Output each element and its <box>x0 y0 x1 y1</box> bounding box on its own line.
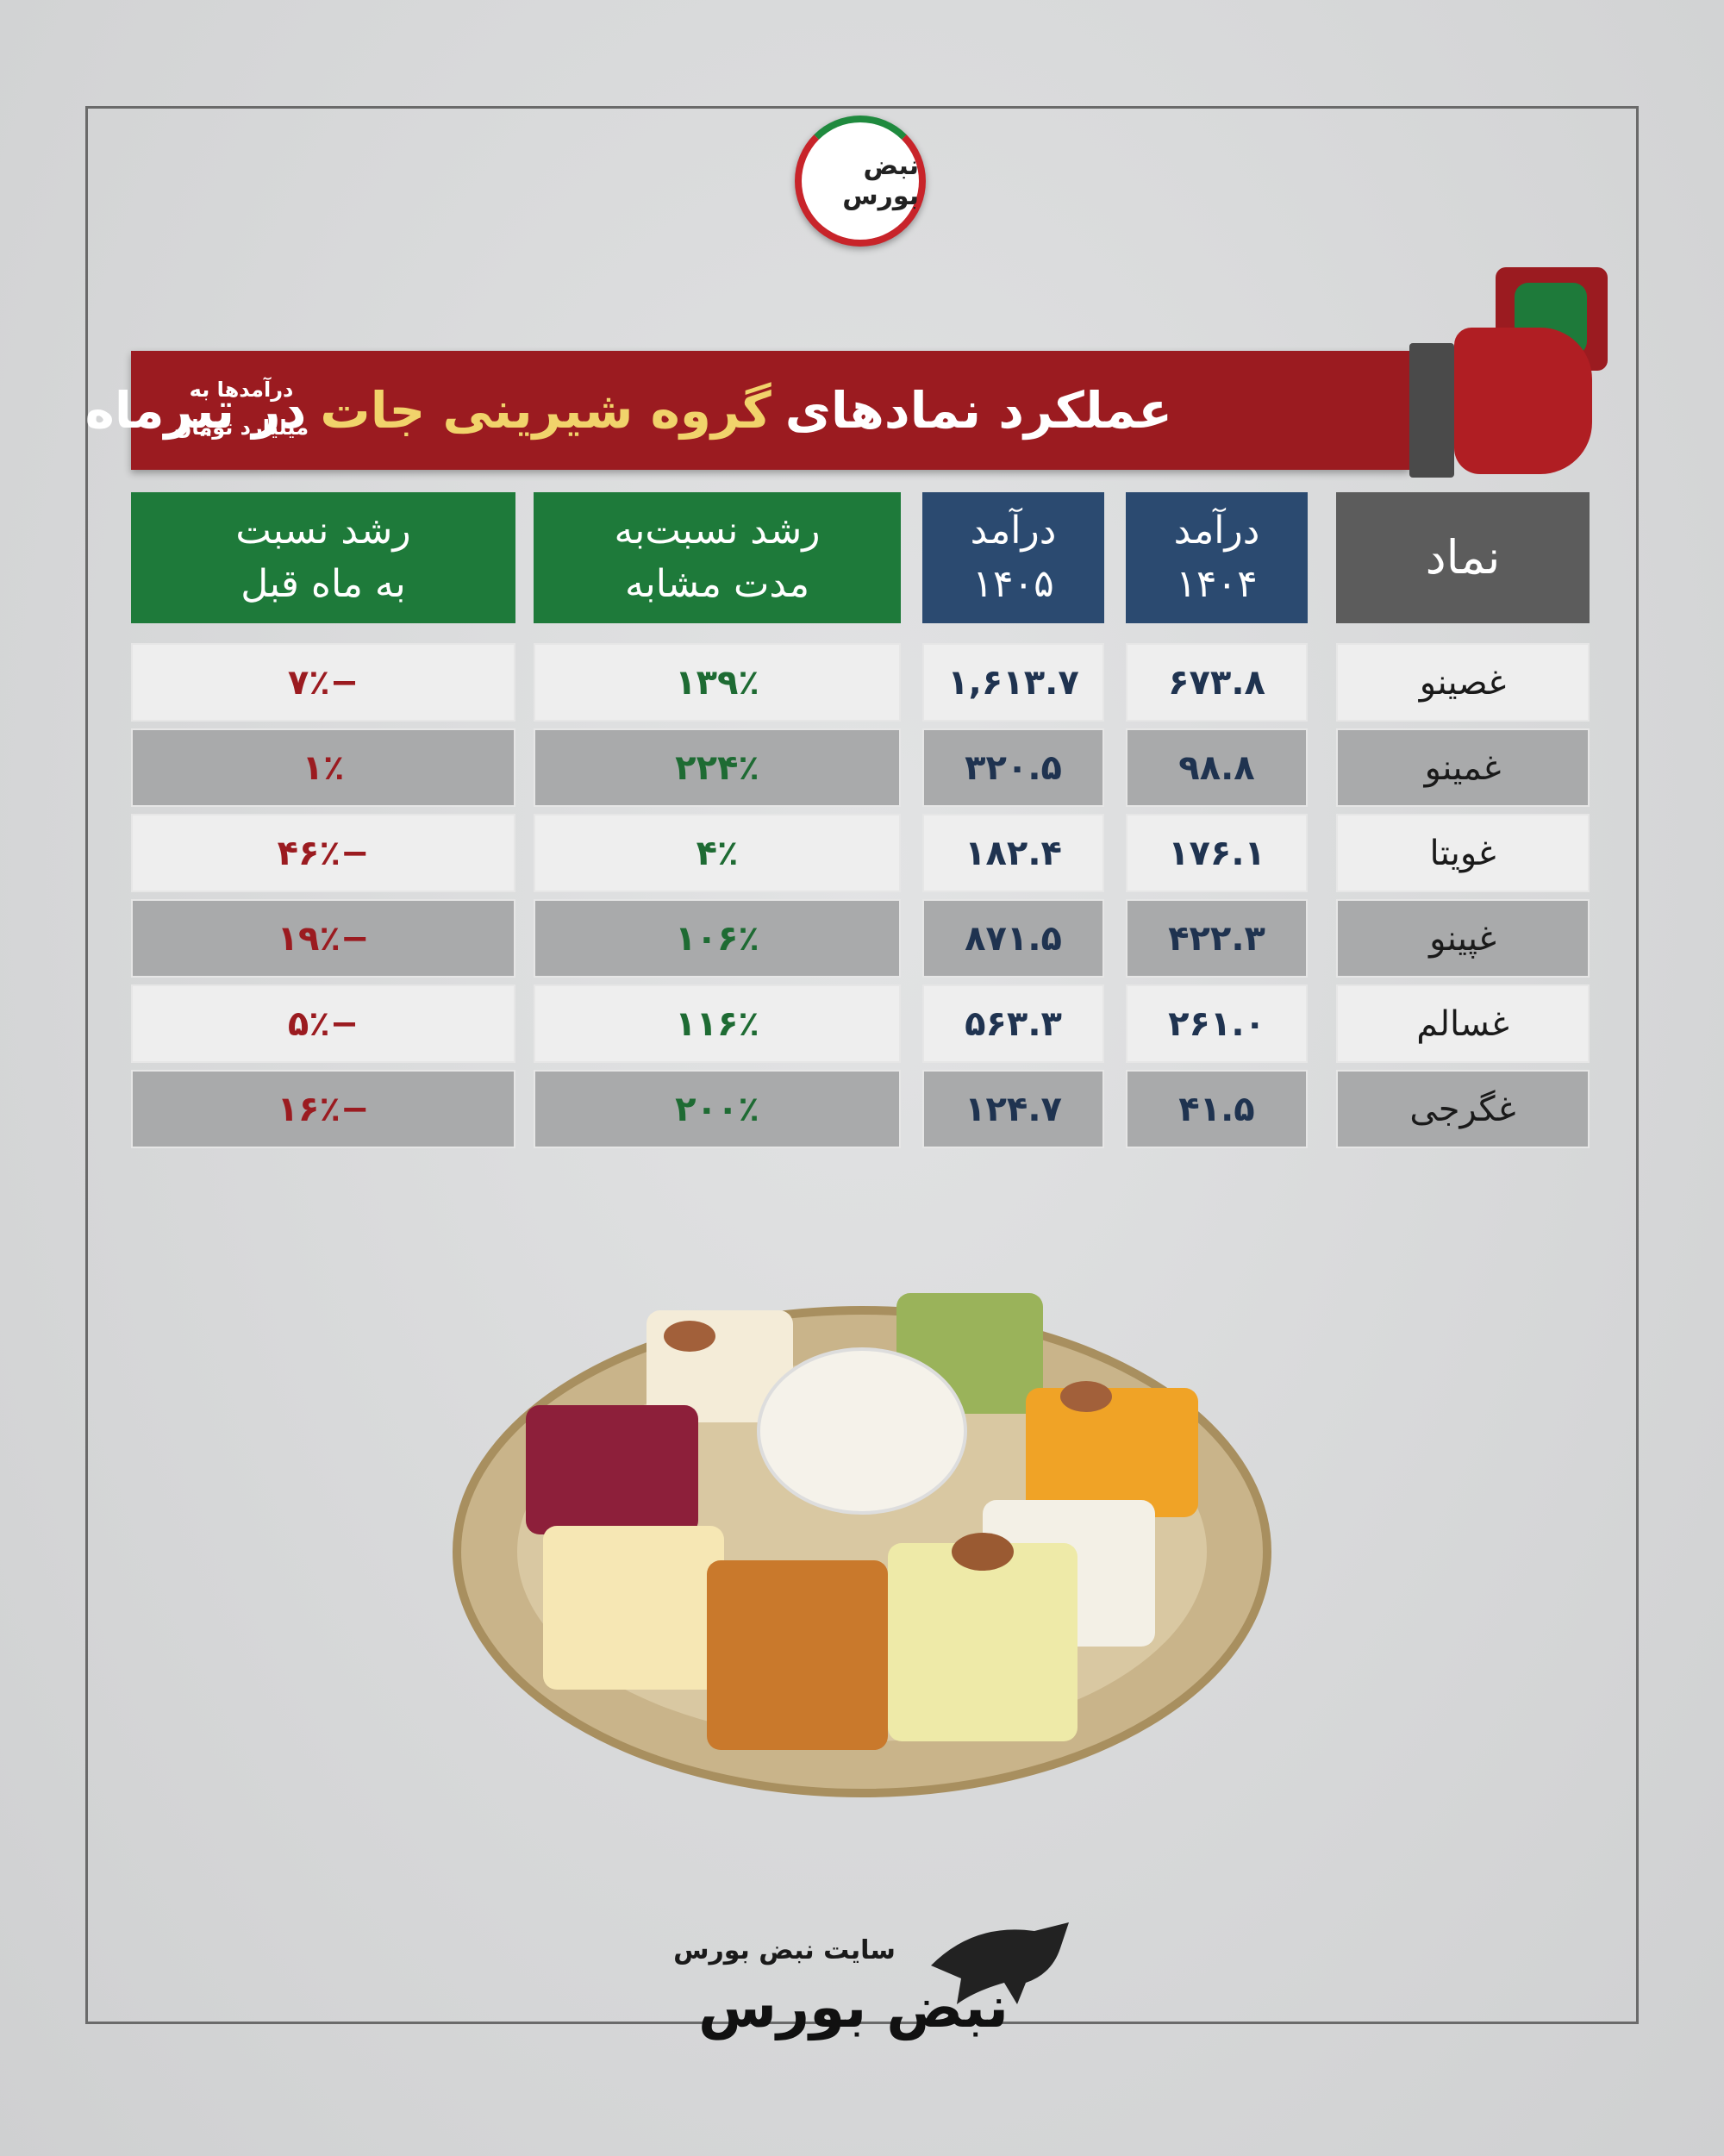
table-cell: غپینو <box>1336 899 1590 978</box>
title-part: عملکرد نمادهای <box>784 381 1172 440</box>
title-highlight: گروه شیرینی جات <box>320 381 771 440</box>
frame <box>85 106 1639 2024</box>
table-cell: ۶۷۳.۸ <box>1126 643 1308 722</box>
table-cell: ۱۲۴.۷ <box>922 1070 1104 1148</box>
table-cell: −۱۶٪ <box>131 1070 515 1148</box>
table-cell: ۱۳۹٪ <box>534 643 901 722</box>
header-line: نماد <box>1425 530 1501 584</box>
header-cell: رشد نسبت‌به مدت مشابه <box>534 492 901 623</box>
table-cell: غسالم <box>1336 984 1590 1063</box>
logo: نبض بورس <box>795 116 926 247</box>
table-cell: ۱٪ <box>131 728 515 807</box>
header-cell: درآمد ۱۴۰۴ <box>1126 492 1308 623</box>
unit-note-line: میلیارد تومان <box>173 416 309 440</box>
header-line: مدت مشابه <box>624 562 810 606</box>
table-cell: −۱۹٪ <box>131 899 515 978</box>
title-bar <box>131 351 1409 470</box>
header-line: درآمد <box>1173 509 1260 553</box>
table-cell: ۱۱۶٪ <box>534 984 901 1063</box>
table-cell: ۸۷۱.۵ <box>922 899 1104 978</box>
table-cell: ۴۱.۵ <box>1126 1070 1308 1148</box>
unit-note: درآمدها به میلیارد تومان <box>164 371 319 447</box>
table-cell: ۵۶۳.۳ <box>922 984 1104 1063</box>
header-cell: رشد نسبت به ماه قبل <box>131 492 515 623</box>
hand-icon <box>1454 328 1592 474</box>
table-cell: ۴٪ <box>534 814 901 892</box>
table-cell: ۱۷۶.۱ <box>1126 814 1308 892</box>
header-line: ۱۴۰۴ <box>1176 562 1258 606</box>
unit-note-line: درآمدها به <box>189 378 294 402</box>
header-line: به ماه قبل <box>240 562 406 606</box>
header-cell: نماد <box>1336 492 1590 623</box>
table-cell: غمینو <box>1336 728 1590 807</box>
table-cell: ۳۲۰.۵ <box>922 728 1104 807</box>
header-line: رشد نسبت‌به <box>614 509 821 553</box>
title: عملکرد نمادهای گروه شیرینی جات در تیرماه <box>85 351 1172 470</box>
table-cell: ۲۰۰٪ <box>534 1070 901 1148</box>
table-cell: غویتا <box>1336 814 1590 892</box>
sweets-image <box>453 1293 1271 1797</box>
bull-icon <box>931 1922 1069 2004</box>
header-cell: درآمد ۱۴۰۵ <box>922 492 1104 623</box>
header-line: درآمد <box>970 509 1057 553</box>
table-cell: غصینو <box>1336 643 1590 722</box>
table-cell: ۱۸۲.۴ <box>922 814 1104 892</box>
table-cell: −۴۶٪ <box>131 814 515 892</box>
table-cell: −۵٪ <box>131 984 515 1063</box>
table-cell: ۴۲۲.۳ <box>1126 899 1308 978</box>
header-line: رشد نسبت <box>235 509 411 553</box>
cuff-icon <box>1409 343 1454 478</box>
table-cell: −۷٪ <box>131 643 515 722</box>
table-cell: غگرجی <box>1336 1070 1590 1148</box>
table-cell: ۱,۶۱۳.۷ <box>922 643 1104 722</box>
header-line: ۱۴۰۵ <box>972 562 1054 606</box>
footer-brand: نبض بورس <box>698 1974 1009 2040</box>
table-cell: ۹۸.۸ <box>1126 728 1308 807</box>
title-part: در تیرماه <box>84 381 307 440</box>
table-cell: ۲۶۱.۰ <box>1126 984 1308 1063</box>
footer-site: سایت نبض بورس <box>673 1935 896 1965</box>
table-cell: ۲۲۴٪ <box>534 728 901 807</box>
table-cell: ۱۰۶٪ <box>534 899 901 978</box>
